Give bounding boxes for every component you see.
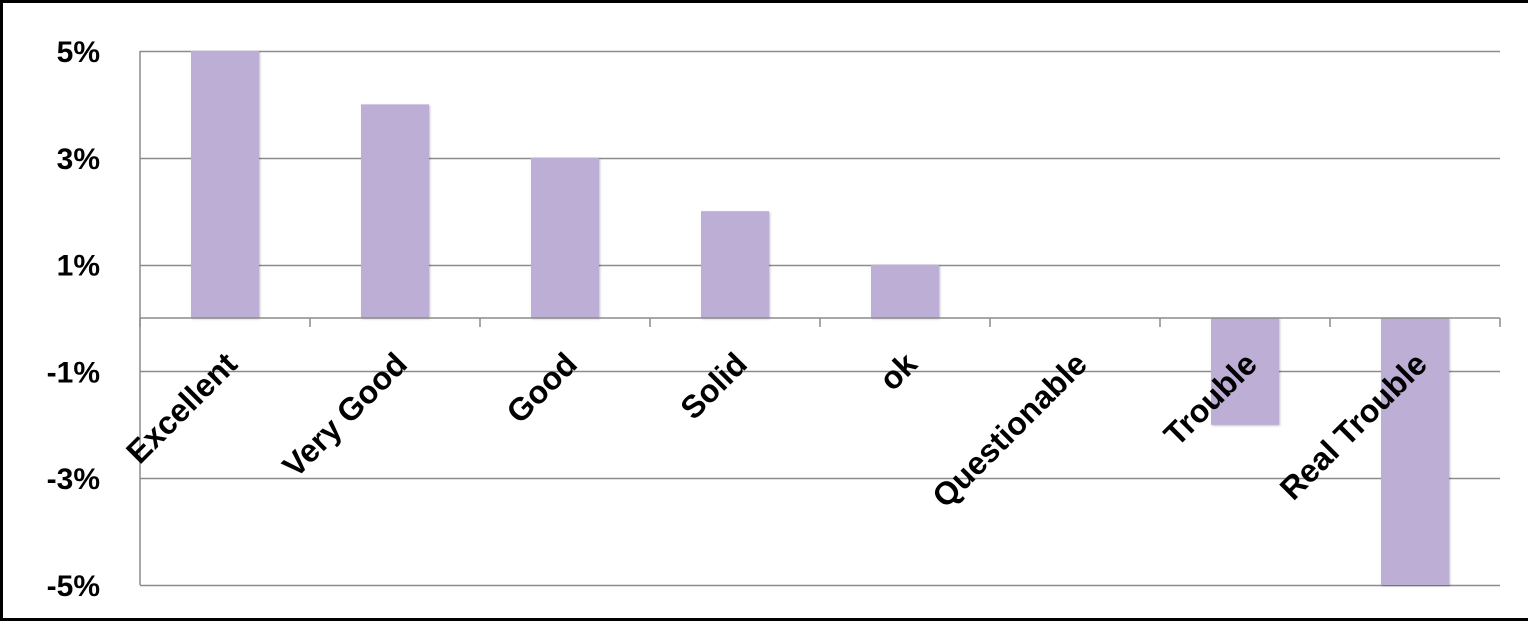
category-label: ok <box>872 345 924 397</box>
bar-solid <box>701 211 769 318</box>
bar-excellent <box>191 51 259 318</box>
bar-good <box>531 157 599 318</box>
bar-chart: 5% 3% 1% -1% -3% -5% Excellent Very Good Good So… <box>47 36 1501 603</box>
y-tick-label: -3% <box>47 463 100 496</box>
y-tick-label: -5% <box>47 570 100 603</box>
bar-ok <box>871 264 939 318</box>
bar-trouble <box>1211 318 1279 425</box>
category-label: Good <box>499 345 584 430</box>
category-label: Excellent <box>119 345 244 470</box>
bar-very-good <box>361 104 429 319</box>
category-label: Very Good <box>275 345 414 484</box>
y-tick-label: 1% <box>57 250 100 283</box>
y-tick-label: 3% <box>57 143 100 176</box>
bars <box>191 51 1449 585</box>
category-label: Solid <box>673 345 754 426</box>
y-tick-labels: 5% 3% 1% -1% -3% -5% <box>47 36 100 603</box>
y-tick-label: 5% <box>57 36 100 69</box>
category-labels: Excellent Very Good Good Solid ok Questionabl… <box>119 345 1434 514</box>
x-axis <box>139 51 1501 585</box>
y-tick-label: -1% <box>47 356 100 389</box>
bar-real-trouble <box>1381 318 1449 585</box>
